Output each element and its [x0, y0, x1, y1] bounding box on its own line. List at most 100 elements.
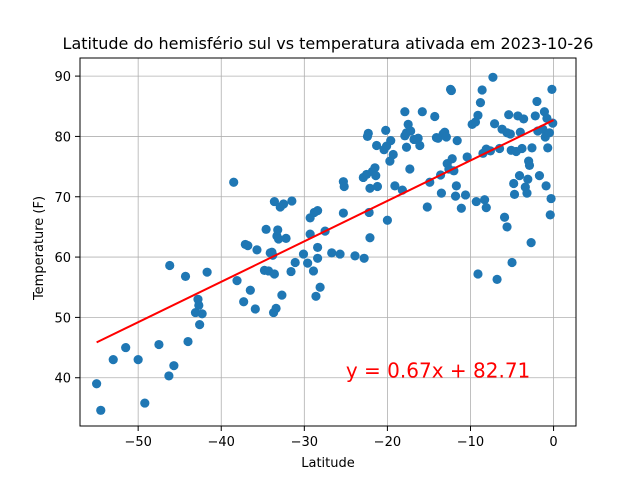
x-tick-label: 0 — [549, 435, 557, 450]
data-point — [471, 196, 481, 207]
data-point — [417, 107, 427, 117]
data-point — [271, 303, 281, 313]
data-point — [430, 111, 440, 122]
data-point — [446, 85, 456, 96]
data-point — [250, 304, 260, 314]
y-tick-label: 40 — [54, 372, 71, 387]
data-point — [534, 171, 545, 181]
data-point — [92, 379, 102, 389]
data-point — [507, 257, 517, 268]
data-point — [386, 136, 396, 146]
data-point — [197, 309, 207, 319]
y-tick-label: 50 — [54, 311, 71, 326]
data-point — [524, 160, 535, 170]
data-point — [460, 190, 471, 200]
data-point — [502, 222, 512, 232]
data-point — [452, 136, 462, 146]
data-point — [308, 266, 319, 276]
x-tick-label: −20 — [374, 435, 401, 450]
data-point — [273, 234, 284, 244]
data-point — [269, 196, 280, 207]
data-point — [413, 133, 423, 143]
data-point — [381, 125, 391, 135]
data-point — [165, 260, 175, 271]
data-point — [504, 110, 514, 120]
x-axis-label: Latitude — [301, 456, 355, 471]
data-point — [522, 188, 532, 198]
data-point — [194, 300, 204, 310]
data-point — [278, 199, 289, 209]
data-point — [239, 297, 249, 307]
data-point — [547, 84, 557, 94]
data-point — [335, 249, 345, 259]
data-point — [183, 336, 193, 347]
data-point — [400, 107, 410, 117]
data-point — [456, 203, 466, 213]
data-point — [462, 152, 472, 162]
data-point — [388, 149, 398, 160]
data-point — [406, 126, 416, 136]
y-axis-label: Temperature (F) — [32, 196, 47, 301]
data-point — [372, 140, 382, 151]
data-point — [390, 181, 400, 191]
data-point — [269, 269, 280, 279]
chart-title: Latitude do hemisfério sul vs temperatur… — [63, 34, 594, 53]
y-tick-label: 80 — [54, 130, 71, 145]
data-point — [180, 271, 191, 281]
data-point — [202, 267, 212, 277]
regression-line-group — [96, 119, 555, 344]
data-point — [526, 238, 536, 248]
data-point — [372, 181, 383, 192]
data-point — [371, 171, 381, 181]
data-point — [243, 241, 253, 251]
data-point — [527, 143, 537, 153]
regression-equation: y = 0.67x + 82.71 — [346, 359, 530, 383]
data-point — [290, 257, 300, 268]
data-point — [315, 282, 325, 292]
data-point — [488, 72, 498, 82]
data-point — [350, 251, 360, 261]
data-point — [164, 371, 174, 381]
data-point — [475, 98, 486, 108]
data-point — [450, 191, 461, 201]
data-point — [509, 189, 520, 199]
data-point — [140, 398, 150, 408]
data-point — [298, 249, 309, 259]
data-point — [523, 174, 533, 184]
data-point — [286, 266, 296, 277]
data-point — [232, 276, 242, 286]
data-point — [338, 208, 348, 218]
x-tick-label: −10 — [457, 435, 484, 450]
data-point — [422, 202, 432, 212]
data-point — [480, 195, 490, 205]
data-point — [405, 164, 415, 174]
data-point — [545, 210, 555, 220]
data-point — [365, 183, 375, 193]
data-point — [382, 215, 393, 225]
data-point — [154, 339, 164, 350]
data-point — [489, 119, 500, 129]
data-point — [359, 253, 369, 263]
data-point — [473, 110, 483, 120]
data-point — [544, 128, 555, 138]
data-point — [287, 196, 297, 206]
data-point — [514, 171, 525, 181]
regression-line — [96, 119, 555, 344]
data-point — [96, 405, 106, 415]
plot-frame — [79, 57, 577, 427]
data-point — [447, 154, 457, 164]
x-tick-label: −50 — [124, 435, 151, 450]
data-point — [245, 285, 255, 295]
data-point — [121, 342, 131, 353]
data-point — [499, 212, 510, 222]
data-point — [313, 242, 323, 253]
data-point — [169, 361, 179, 371]
data-point — [277, 290, 287, 300]
data-point — [261, 224, 271, 234]
data-point — [519, 114, 529, 124]
data-point — [441, 132, 451, 142]
x-tick-label: −30 — [291, 435, 318, 450]
y-tick-label: 60 — [54, 251, 71, 266]
data-point — [451, 181, 461, 191]
